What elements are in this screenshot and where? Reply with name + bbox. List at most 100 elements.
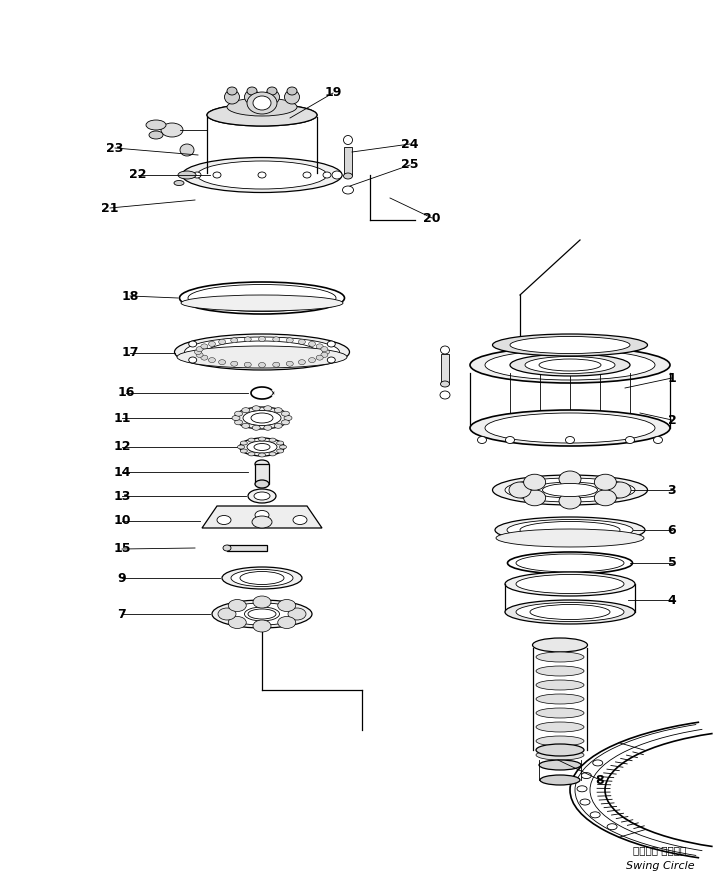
Ellipse shape bbox=[218, 359, 226, 365]
Ellipse shape bbox=[248, 452, 255, 456]
Ellipse shape bbox=[184, 337, 339, 367]
Ellipse shape bbox=[321, 352, 328, 358]
Ellipse shape bbox=[217, 516, 231, 525]
Ellipse shape bbox=[252, 426, 260, 430]
Ellipse shape bbox=[505, 436, 515, 443]
Ellipse shape bbox=[255, 510, 269, 519]
Ellipse shape bbox=[231, 338, 238, 342]
Ellipse shape bbox=[516, 603, 624, 621]
Ellipse shape bbox=[344, 173, 352, 179]
Ellipse shape bbox=[223, 603, 301, 625]
Ellipse shape bbox=[201, 355, 207, 360]
Ellipse shape bbox=[253, 96, 271, 110]
Ellipse shape bbox=[309, 358, 315, 363]
Ellipse shape bbox=[520, 521, 620, 538]
Ellipse shape bbox=[284, 416, 292, 420]
Ellipse shape bbox=[258, 362, 266, 367]
Ellipse shape bbox=[274, 408, 282, 413]
Ellipse shape bbox=[523, 490, 546, 506]
Ellipse shape bbox=[530, 604, 610, 620]
Ellipse shape bbox=[207, 341, 317, 363]
Ellipse shape bbox=[609, 482, 631, 498]
Ellipse shape bbox=[505, 572, 635, 596]
Bar bbox=[227, 545, 267, 551]
Ellipse shape bbox=[607, 823, 617, 830]
Text: 15: 15 bbox=[114, 543, 131, 555]
Ellipse shape bbox=[286, 338, 293, 342]
Ellipse shape bbox=[303, 172, 311, 178]
Ellipse shape bbox=[440, 381, 449, 387]
Bar bbox=[441, 354, 449, 384]
Ellipse shape bbox=[245, 337, 251, 342]
Text: 13: 13 bbox=[114, 490, 131, 502]
Ellipse shape bbox=[180, 144, 194, 156]
Ellipse shape bbox=[258, 437, 266, 441]
Ellipse shape bbox=[180, 282, 344, 314]
Ellipse shape bbox=[264, 406, 272, 410]
Text: 17: 17 bbox=[122, 347, 139, 359]
Text: 22: 22 bbox=[130, 168, 147, 181]
Ellipse shape bbox=[288, 608, 306, 620]
Ellipse shape bbox=[208, 358, 215, 363]
Ellipse shape bbox=[177, 346, 347, 368]
Ellipse shape bbox=[496, 529, 644, 547]
Ellipse shape bbox=[540, 775, 580, 785]
Ellipse shape bbox=[208, 342, 215, 346]
Ellipse shape bbox=[593, 760, 603, 766]
Ellipse shape bbox=[536, 722, 584, 732]
Ellipse shape bbox=[309, 342, 315, 346]
Ellipse shape bbox=[227, 87, 237, 95]
Text: 25: 25 bbox=[401, 158, 419, 172]
Ellipse shape bbox=[323, 172, 331, 178]
Text: 24: 24 bbox=[401, 138, 419, 150]
Ellipse shape bbox=[196, 347, 203, 351]
Ellipse shape bbox=[218, 340, 226, 344]
Ellipse shape bbox=[189, 357, 197, 363]
Ellipse shape bbox=[536, 694, 584, 704]
Ellipse shape bbox=[298, 340, 306, 344]
Text: 8: 8 bbox=[596, 773, 604, 787]
Ellipse shape bbox=[255, 460, 269, 468]
Ellipse shape bbox=[523, 474, 546, 490]
Ellipse shape bbox=[532, 638, 587, 652]
Ellipse shape bbox=[287, 87, 297, 95]
Ellipse shape bbox=[253, 620, 271, 632]
Ellipse shape bbox=[525, 357, 615, 374]
Text: 14: 14 bbox=[114, 466, 131, 478]
Ellipse shape bbox=[493, 334, 647, 356]
Ellipse shape bbox=[269, 438, 276, 442]
Ellipse shape bbox=[212, 600, 312, 628]
Ellipse shape bbox=[507, 552, 633, 574]
Text: 19: 19 bbox=[324, 87, 341, 99]
Ellipse shape bbox=[240, 571, 284, 585]
Ellipse shape bbox=[280, 445, 287, 449]
Text: 21: 21 bbox=[101, 201, 119, 215]
Ellipse shape bbox=[258, 172, 266, 178]
Ellipse shape bbox=[189, 341, 197, 347]
Ellipse shape bbox=[328, 341, 336, 347]
Ellipse shape bbox=[194, 350, 202, 355]
Ellipse shape bbox=[252, 516, 272, 528]
Ellipse shape bbox=[286, 361, 293, 367]
Ellipse shape bbox=[332, 171, 342, 179]
Ellipse shape bbox=[267, 87, 277, 95]
Ellipse shape bbox=[174, 181, 184, 185]
Ellipse shape bbox=[440, 346, 449, 354]
Ellipse shape bbox=[590, 812, 600, 818]
Ellipse shape bbox=[245, 90, 259, 104]
Ellipse shape bbox=[182, 157, 342, 192]
Ellipse shape bbox=[207, 104, 317, 126]
Text: 4: 4 bbox=[668, 594, 676, 606]
Ellipse shape bbox=[321, 347, 328, 351]
Ellipse shape bbox=[234, 420, 242, 425]
Ellipse shape bbox=[254, 443, 270, 451]
Polygon shape bbox=[202, 506, 322, 528]
Ellipse shape bbox=[237, 445, 245, 449]
Ellipse shape bbox=[255, 480, 269, 488]
Ellipse shape bbox=[264, 90, 280, 104]
Ellipse shape bbox=[277, 449, 284, 453]
Ellipse shape bbox=[510, 354, 630, 376]
Ellipse shape bbox=[242, 424, 250, 428]
Ellipse shape bbox=[196, 352, 203, 358]
Ellipse shape bbox=[258, 336, 266, 342]
